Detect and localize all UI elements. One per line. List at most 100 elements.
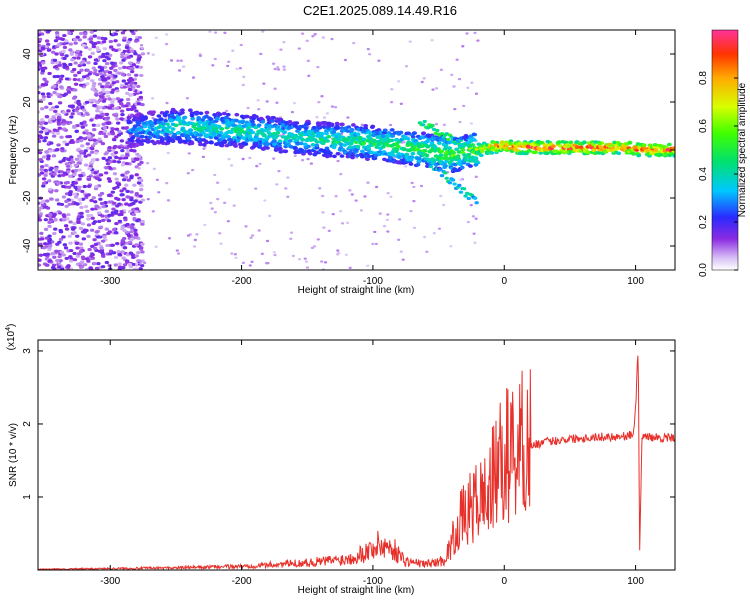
spectrogram-cell xyxy=(260,252,264,256)
spectrogram-cell xyxy=(113,263,119,267)
spectrogram-cell xyxy=(430,38,434,42)
spectrogram-cell xyxy=(63,224,69,228)
spectrogram-cell xyxy=(107,156,113,160)
spectrogram-cell xyxy=(395,144,401,149)
spectrogram-cell xyxy=(54,249,60,253)
spectrogram-cell xyxy=(312,245,317,248)
spectrogram-cell xyxy=(43,128,49,133)
spectrogram-cell xyxy=(186,234,191,237)
spectrogram-cell xyxy=(100,265,106,269)
spectrogram-cell xyxy=(81,43,86,48)
spectrogram-cell xyxy=(57,101,63,105)
spectrogram-cell xyxy=(75,246,80,250)
spectrogram-cell xyxy=(272,62,276,65)
spectrogram-cell xyxy=(170,127,176,131)
spectrogram-cell xyxy=(218,130,224,135)
spectrogram-cell xyxy=(249,236,253,239)
spectrogram-cell xyxy=(179,110,185,115)
spectrogram-cell xyxy=(56,116,62,120)
spectrogram-cell xyxy=(114,231,119,235)
spectrogram-cell xyxy=(121,256,126,260)
spectrogram-cell xyxy=(317,100,321,104)
spectrogram-cell xyxy=(111,97,117,101)
spectrogram-cell xyxy=(85,82,90,86)
spectrogram-cell xyxy=(62,171,68,175)
spectrogram-cell xyxy=(233,253,237,256)
spectrogram-cell xyxy=(83,149,88,153)
spectrogram-cell xyxy=(159,139,165,143)
spectrogram-cell xyxy=(115,121,121,125)
spectrogram-cell xyxy=(101,205,106,209)
spectrogram-cell xyxy=(129,49,135,53)
spectrogram-cell xyxy=(322,116,327,119)
spectrogram-cell xyxy=(77,112,82,116)
spectrogram-cell xyxy=(244,114,250,119)
spectrogram-cell xyxy=(139,73,144,78)
spectrogram-cell xyxy=(469,122,473,125)
spectrogram-cell xyxy=(412,131,418,135)
spectrogram-cell xyxy=(136,84,141,89)
spectrogram-cell xyxy=(122,85,127,89)
spectrogram-cell xyxy=(139,142,145,146)
spectrogram-cell xyxy=(292,101,297,105)
spectrogram-cell xyxy=(76,99,81,103)
spectrogram-cell xyxy=(399,250,403,253)
spectrogram-cell xyxy=(105,52,110,56)
spectrogram-cell xyxy=(471,138,477,142)
spectrogram-cell xyxy=(156,129,162,134)
spectrogram-cell xyxy=(104,55,109,59)
snr-ylabel: SNR (10 * v/v) xyxy=(8,423,19,487)
spectrogram-cell xyxy=(331,133,336,137)
spectrogram-cell xyxy=(92,138,97,142)
spectrogram-cell xyxy=(87,134,92,138)
spectrogram-cell xyxy=(368,52,372,56)
y-tick-label: 3 xyxy=(22,348,33,354)
spectrogram-cell xyxy=(92,238,97,242)
spectrogram-cell xyxy=(241,83,245,87)
spectrogram-cell xyxy=(92,34,98,38)
spectrogram-cell xyxy=(134,133,140,138)
spectrogram-cell xyxy=(80,189,85,194)
spectrogram-cell xyxy=(122,246,128,250)
x-tick-label: -300 xyxy=(100,276,120,287)
spectrogram-cell xyxy=(122,36,127,40)
spectrogram-cell xyxy=(406,131,412,136)
spectrogram-cell xyxy=(332,154,337,159)
spectrogram-cell xyxy=(96,36,102,40)
spectrogram-cell xyxy=(366,47,370,51)
spectrogram-cell xyxy=(305,144,311,149)
spectrogram-cell xyxy=(363,123,369,128)
spectrogram-cell xyxy=(225,135,231,139)
spectrogram-cell xyxy=(458,120,462,124)
spectrogram-cell xyxy=(54,167,59,171)
spectrogram-cell xyxy=(359,149,365,154)
spectrogram-cell xyxy=(132,183,137,187)
spectrogram-cell xyxy=(294,121,300,125)
spectrogram-cell xyxy=(71,67,77,72)
spectrogram-cell xyxy=(122,65,127,69)
spectrogram-cell xyxy=(101,77,106,82)
spectrogram-cell xyxy=(84,100,90,104)
spectrogram-cell xyxy=(182,65,186,68)
spectrogram-cell xyxy=(307,74,311,78)
spectrogram-cell xyxy=(136,121,142,125)
spectrogram-cell xyxy=(67,31,72,35)
spectrogram-cell xyxy=(91,45,97,49)
spectrogram-cell xyxy=(197,142,203,147)
spectrogram-cell xyxy=(455,154,461,158)
spectrogram-cell xyxy=(52,128,57,132)
spectrogram-cell xyxy=(421,131,426,135)
spectrogram-cell xyxy=(257,229,261,232)
spectrogram-cell xyxy=(99,201,105,206)
spectrogram-cell xyxy=(52,84,57,88)
spectrogram-cell xyxy=(399,102,403,106)
spectrogram-cell xyxy=(40,83,46,87)
spectrogram-cell xyxy=(175,249,179,252)
spectrogram-cell xyxy=(131,262,136,267)
spectrogram-cell xyxy=(340,222,345,225)
spectrogram-cell xyxy=(69,155,74,159)
spectrogram-cell xyxy=(78,265,84,269)
spectrogram-cell xyxy=(273,87,277,90)
spectrogram-cell xyxy=(108,160,113,164)
x-tick-label: -100 xyxy=(363,576,383,587)
